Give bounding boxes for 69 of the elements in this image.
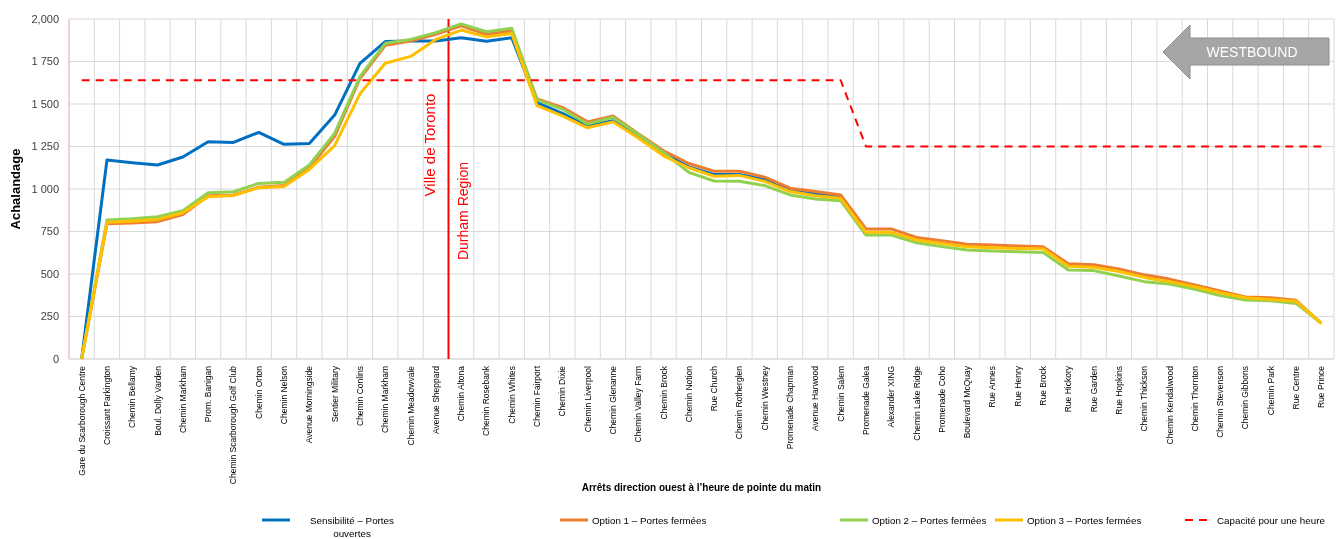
x-tick-label: Chemin Salem: [835, 366, 846, 422]
x-tick-label: Avenue Morningside: [304, 365, 315, 444]
legend-label: Option 2 – Portes fermées: [872, 515, 987, 526]
x-tick-label: Chemin Dixie: [557, 365, 568, 417]
x-tick-label: Rue Hopkins: [1113, 366, 1124, 415]
legend-label: Option 3 – Portes fermées: [1027, 515, 1142, 526]
x-tick-label: Boulevard McQuay: [962, 365, 973, 439]
y-tick-label: 500: [40, 267, 59, 280]
x-tick-label: Chemin Valley Farm: [633, 366, 644, 443]
x-tick-label: Chemin Glenanne: [607, 365, 618, 435]
y-tick-label: 2,000: [31, 12, 59, 25]
x-tick-label: Chemin Thickson: [1139, 365, 1150, 432]
x-tick-label: Avenue Sheppard: [430, 365, 441, 434]
x-tick-label: Chemin Meadowvale: [405, 365, 416, 446]
x-tick-label: Chemin Rosebank: [481, 365, 492, 436]
y-tick-label: 1 500: [31, 97, 59, 110]
x-tick-label: Chemin Gibbons: [1240, 366, 1251, 430]
x-tick-label: Promenade Chapman: [785, 365, 796, 450]
legend-label: Option 1 – Portes fermées: [592, 515, 707, 526]
x-tick-label: Chemin Brock: [658, 365, 669, 420]
x-tick-label: Rue Hickory: [1063, 365, 1074, 413]
x-tick-label: Chemin Orton: [253, 365, 264, 419]
x-tick-label: Rue Annes: [987, 366, 998, 408]
x-tick-label: Chemin Notion: [683, 365, 694, 423]
x-tick-label: Chemin Park: [1265, 365, 1276, 416]
y-tick-label: 1 250: [31, 140, 59, 153]
x-tick-label: Chemin Thornton: [1189, 365, 1200, 432]
annotation: Ville de Toronto: [420, 93, 438, 197]
x-tick-label: Boul. Dolly Varden: [152, 365, 163, 436]
legend-label: Sensibilité – Portes ouvertes: [310, 515, 395, 539]
x-tick-label: Chemin Westney: [759, 365, 770, 431]
x-tick-label: Chemin Altona: [456, 365, 467, 422]
annotation: Durham Region: [454, 161, 471, 261]
x-tick-label: Gare du Scarborough Centre: [76, 365, 87, 476]
x-tick-label: Rue Church: [709, 365, 720, 412]
x-tick-label: Croissant Parkington: [101, 365, 112, 445]
x-tick-label: Rue Brock: [1038, 365, 1049, 406]
x-tick-label: Chemin Stevenson: [1215, 365, 1226, 438]
x-tick-label: Chemin Lake Ridge: [911, 365, 922, 441]
annotation: WESTBOUND: [1206, 43, 1298, 60]
x-tick-label: Chemin Fairport: [532, 365, 543, 427]
y-axis-title: Achalandage: [8, 148, 23, 230]
x-tick-label: Alexander XING: [886, 366, 897, 428]
x-tick-label: Rue Henry: [1012, 365, 1023, 407]
x-tick-label: Chemin Markham: [177, 366, 188, 434]
x-tick-label: Chemin Scarborough Golf Club: [228, 365, 239, 485]
x-axis-title: Arrêts direction ouest à l’heure de pointe du matin: [581, 482, 822, 493]
x-tick-label: Promenade Galea: [860, 365, 871, 435]
legend-label: Capacité pour une heure: [1217, 515, 1326, 526]
x-tick-label: Chemin Liverpool: [582, 365, 593, 433]
y-tick-label: 250: [40, 310, 59, 323]
x-tick-label: Rue Prince: [1316, 365, 1327, 409]
x-tick-label: Rue Centre: [1291, 365, 1302, 410]
x-tick-label: Chemin Conlins: [354, 366, 365, 426]
x-tick-label: Chemin Kendalwood: [1164, 365, 1175, 445]
y-tick-label: 750: [40, 225, 59, 238]
x-tick-label: Chemin Bellamy: [127, 365, 138, 428]
x-tick-label: Chemin Whites: [506, 366, 517, 424]
y-tick-label: 1 000: [31, 182, 59, 195]
x-tick-label: Chemin Nelson: [279, 365, 290, 425]
x-tick-label: Prom. Banigan: [203, 365, 214, 423]
y-tick-label: 1 750: [31, 55, 59, 68]
x-tick-label: Chemin Markham: [380, 366, 391, 434]
x-tick-label: Chemin Rotherglen: [734, 365, 745, 440]
x-tick-label: Avenue Harwood: [810, 365, 821, 432]
x-tick-label: Sentier Military: [329, 365, 340, 423]
y-tick-label: 0: [52, 352, 59, 365]
x-tick-label: Rue Garden: [1088, 365, 1099, 413]
x-tick-label: Promenade Coho: [936, 365, 947, 433]
